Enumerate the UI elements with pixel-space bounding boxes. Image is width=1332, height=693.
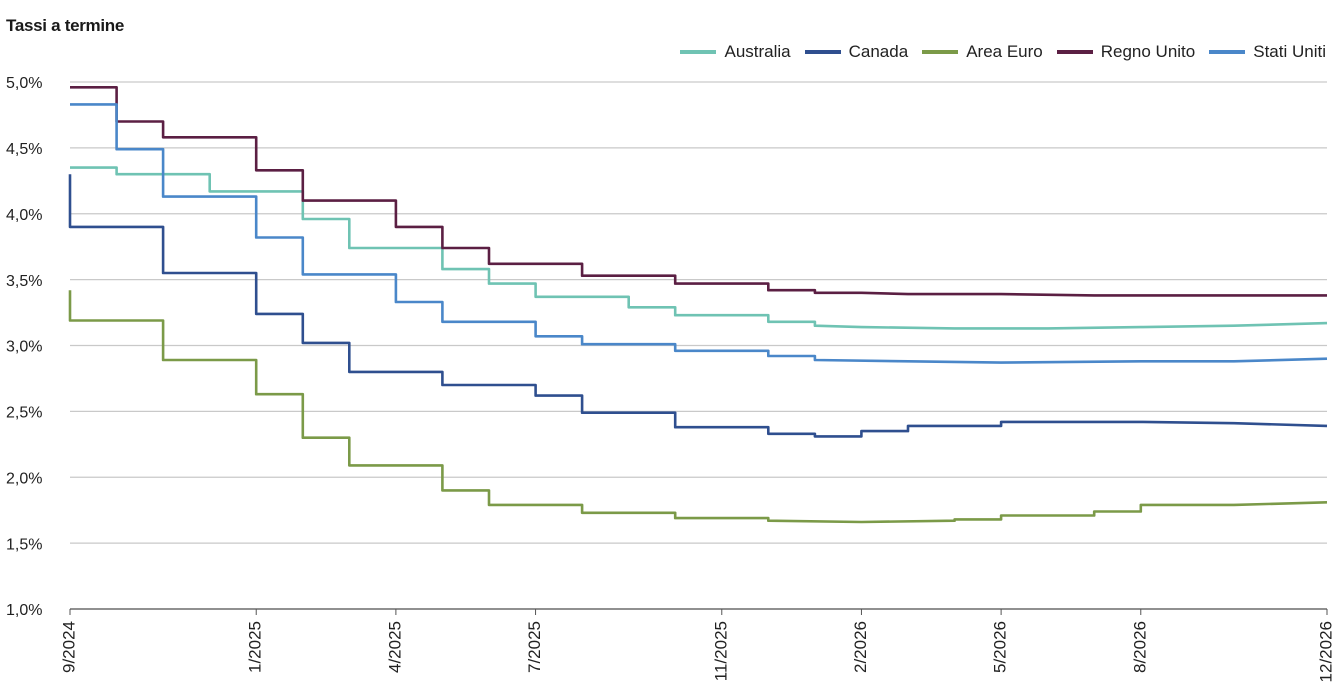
series-line-canada	[68, 174, 1328, 438]
legend-label: Area Euro	[966, 42, 1043, 61]
chart-legend: Australia Canada Area Euro Regno Unito Stati…	[680, 42, 1326, 62]
x-tick-label: 5/2026	[991, 621, 1010, 673]
x-tick-label: 1/2025	[246, 621, 265, 673]
legend-label: Australia	[724, 42, 791, 61]
y-tick-label: 1,5%	[6, 536, 42, 553]
y-tick-label: 4,5%	[6, 141, 42, 158]
x-tick-label: 12/2026	[1316, 621, 1332, 682]
legend-swatch	[1056, 50, 1093, 54]
y-tick-label: 2,0%	[6, 470, 42, 487]
legend-swatch	[680, 50, 717, 54]
legend-swatch	[922, 50, 959, 54]
chart-title: Tassi a termine	[6, 16, 125, 35]
y-tick-label: 3,5%	[6, 273, 42, 290]
legend-label: Canada	[848, 42, 909, 61]
y-tick-label: 1,0%	[6, 602, 42, 619]
legend-item: Area Euro	[922, 42, 1043, 62]
legend-item: Stati Uniti	[1209, 42, 1326, 62]
y-tick-label: 5,0%	[6, 75, 42, 92]
legend-swatch	[804, 50, 841, 54]
series-line-regno-unito	[70, 86, 1327, 297]
x-tick-label: 7/2025	[525, 621, 544, 673]
y-tick-label: 4,0%	[6, 207, 42, 224]
legend-item: Australia	[680, 42, 791, 62]
series-line-area-euro	[68, 290, 1328, 524]
legend-label: Stati Uniti	[1253, 42, 1326, 61]
x-tick-label: 4/2025	[385, 621, 404, 673]
x-tick-label: 2/2026	[851, 621, 870, 673]
series-line-stati-uniti	[70, 103, 1328, 364]
y-tick-label: 2,5%	[6, 405, 42, 422]
x-tick-label: 9/2024	[59, 621, 78, 673]
x-tick-label: 8/2026	[1130, 621, 1149, 673]
legend-item: Canada	[804, 42, 909, 62]
y-tick-label: 3,0%	[6, 339, 42, 356]
legend-swatch	[1209, 50, 1246, 54]
x-tick-label: 11/2025	[711, 621, 730, 681]
legend-item: Regno Unito	[1056, 42, 1196, 62]
series-line-australia	[70, 166, 1328, 330]
legend-label: Regno Unito	[1100, 42, 1196, 61]
